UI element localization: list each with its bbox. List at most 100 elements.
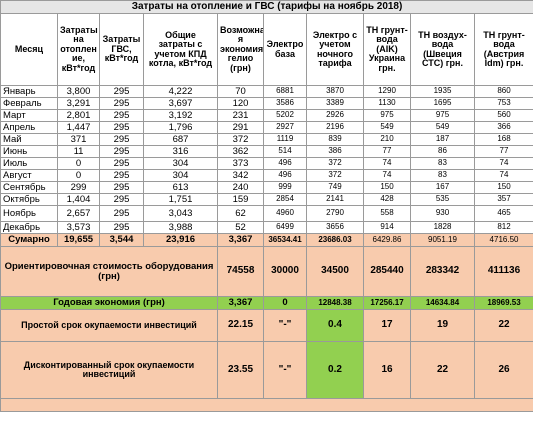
tail-cell bbox=[0, 398, 533, 412]
annual-economy-label: Годовая экономия (грн) bbox=[0, 296, 218, 310]
cell-el_base: 496 bbox=[263, 157, 307, 170]
cell-helio: 291 bbox=[217, 121, 264, 134]
simple-payback-tn_cts: 19 bbox=[410, 309, 475, 342]
cell-name: Июнь bbox=[0, 145, 58, 158]
cell-tn_idm: 77 bbox=[473, 145, 533, 158]
cell-el_base: 1119 bbox=[263, 133, 307, 146]
header-tn-idm: ТН грунт-вода (Австрия Idm) грн. bbox=[473, 13, 533, 86]
cell-name: Апрель bbox=[0, 121, 58, 134]
discounted-payback-el_base: "-" bbox=[263, 341, 307, 399]
cell-heat: 2,801 bbox=[57, 109, 100, 122]
cell-gvs: 295 bbox=[99, 193, 144, 206]
table-row: Июль 0 295 304 373 496 372 74 83 74 bbox=[0, 157, 533, 170]
annual-economy-tn_aik: 17256.17 bbox=[363, 296, 411, 310]
title-row: Затраты на отопление и ГВС (тарифы на но… bbox=[0, 0, 533, 14]
cell-gvs: 295 bbox=[99, 109, 144, 122]
cell-total: 3,988 bbox=[143, 221, 218, 234]
table-row: Сентябрь 299 295 613 240 999 749 150 167 150 bbox=[0, 181, 533, 194]
cell-tn_idm: 753 bbox=[473, 97, 533, 110]
cell-el_night: 372 bbox=[306, 157, 364, 170]
cell-helio: 231 bbox=[217, 109, 264, 122]
annual-economy-tn_cts: 14634.84 bbox=[410, 296, 475, 310]
header-total: Общие затраты с учетом КПД котла, кВт*го… bbox=[143, 13, 218, 86]
cell-heat: 371 bbox=[57, 133, 100, 146]
equipment-cost-tn_idm: 411136 bbox=[473, 246, 533, 297]
cell-tn_idm: 812 bbox=[473, 221, 533, 234]
cell-gvs: 295 bbox=[99, 133, 144, 146]
equipment-cost-tn_aik: 285440 bbox=[363, 246, 411, 297]
cell-tn_aik: 428 bbox=[363, 193, 411, 206]
cell-el_night: 749 bbox=[306, 181, 364, 194]
cell-name: Декабрь bbox=[0, 221, 58, 234]
discounted-payback-el_night: 0.2 bbox=[306, 341, 364, 399]
table-row: Март 2,801 295 3,192 231 5202 2926 975 975 560 bbox=[0, 109, 533, 122]
cell-tn_aik: 77 bbox=[363, 145, 411, 158]
cell-el_base: 3586 bbox=[263, 97, 307, 110]
annual-economy-tn_idm: 18969.53 bbox=[473, 296, 533, 310]
cell-name: Май bbox=[0, 133, 58, 146]
equipment-cost-helio: 74558 bbox=[217, 246, 264, 297]
cell-tn_cts: 1828 bbox=[410, 221, 475, 234]
cell-el_base: 5202 bbox=[263, 109, 307, 122]
annual-economy-el_base: 0 bbox=[263, 296, 307, 310]
sum-el_night: 23686.03 bbox=[306, 233, 364, 247]
cell-tn_aik: 975 bbox=[363, 109, 411, 122]
cell-name: Февраль bbox=[0, 97, 58, 110]
discounted-payback-row: Дисконтированный срок окупаемости инвест… bbox=[0, 341, 533, 399]
cell-tn_cts: 535 bbox=[410, 193, 475, 206]
cell-total: 613 bbox=[143, 181, 218, 194]
cell-gvs: 295 bbox=[99, 157, 144, 170]
simple-payback-row: Простой срок окупаемости инвестиций 22.15… bbox=[0, 309, 533, 342]
cell-heat: 0 bbox=[57, 157, 100, 170]
cell-tn_aik: 74 bbox=[363, 157, 411, 170]
cell-name: Март bbox=[0, 109, 58, 122]
cell-tn_cts: 187 bbox=[410, 133, 475, 146]
cell-tn_idm: 860 bbox=[473, 85, 533, 98]
sum-row: Сумарно 19,655 3,544 23,916 3,367 36534.41 236… bbox=[0, 233, 533, 247]
sum-tn_aik: 6429.86 bbox=[363, 233, 411, 247]
tail-row bbox=[0, 398, 533, 412]
cell-heat: 1,404 bbox=[57, 193, 100, 206]
cell-el_night: 2141 bbox=[306, 193, 364, 206]
sum-gvs: 3,544 bbox=[99, 233, 144, 247]
cell-el_night: 2790 bbox=[306, 205, 364, 222]
cell-tn_cts: 930 bbox=[410, 205, 475, 222]
cell-helio: 342 bbox=[217, 169, 264, 182]
cell-tn_idm: 150 bbox=[473, 181, 533, 194]
cell-el_night: 3870 bbox=[306, 85, 364, 98]
simple-payback-el_night: 0.4 bbox=[306, 309, 364, 342]
header-gvs: Затраты ГВС, кВт*год bbox=[99, 13, 144, 86]
cell-heat: 11 bbox=[57, 145, 100, 158]
table-title: Затраты на отопление и ГВС (тарифы на но… bbox=[0, 0, 533, 14]
table-row: Ноябрь 2,657 295 3,043 62 4960 2790 558 930 465 bbox=[0, 205, 533, 222]
table-row: Январь 3,800 295 4,222 70 6881 3870 1290 1935 860 bbox=[0, 85, 533, 98]
cell-tn_aik: 558 bbox=[363, 205, 411, 222]
sum-helio: 3,367 bbox=[217, 233, 264, 247]
cell-tn_idm: 357 bbox=[473, 193, 533, 206]
cell-tn_aik: 74 bbox=[363, 169, 411, 182]
cell-gvs: 295 bbox=[99, 181, 144, 194]
cell-el_night: 2926 bbox=[306, 109, 364, 122]
cell-helio: 240 bbox=[217, 181, 264, 194]
heating-cost-table: Затраты на отопление и ГВС (тарифы на но… bbox=[0, 0, 533, 412]
cell-gvs: 295 bbox=[99, 121, 144, 134]
cell-total: 687 bbox=[143, 133, 218, 146]
cell-tn_aik: 914 bbox=[363, 221, 411, 234]
cell-total: 1,796 bbox=[143, 121, 218, 134]
annual-economy-helio: 3,367 bbox=[217, 296, 264, 310]
cell-el_night: 372 bbox=[306, 169, 364, 182]
header-row: Месяц Затраты на отоплен ие, кВт*год Зат… bbox=[0, 13, 533, 86]
cell-el_base: 6881 bbox=[263, 85, 307, 98]
cell-gvs: 295 bbox=[99, 145, 144, 158]
cell-el_night: 3656 bbox=[306, 221, 364, 234]
cell-gvs: 295 bbox=[99, 169, 144, 182]
cell-el_base: 4960 bbox=[263, 205, 307, 222]
cell-name: Октябрь bbox=[0, 193, 58, 206]
equipment-cost-el_night: 34500 bbox=[306, 246, 364, 297]
cell-total: 3,192 bbox=[143, 109, 218, 122]
discounted-payback-tn_aik: 16 bbox=[363, 341, 411, 399]
cell-gvs: 295 bbox=[99, 205, 144, 222]
cell-tn_aik: 1290 bbox=[363, 85, 411, 98]
sum-heat: 19,655 bbox=[57, 233, 100, 247]
table-row: Июнь 11 295 316 362 514 386 77 86 77 bbox=[0, 145, 533, 158]
